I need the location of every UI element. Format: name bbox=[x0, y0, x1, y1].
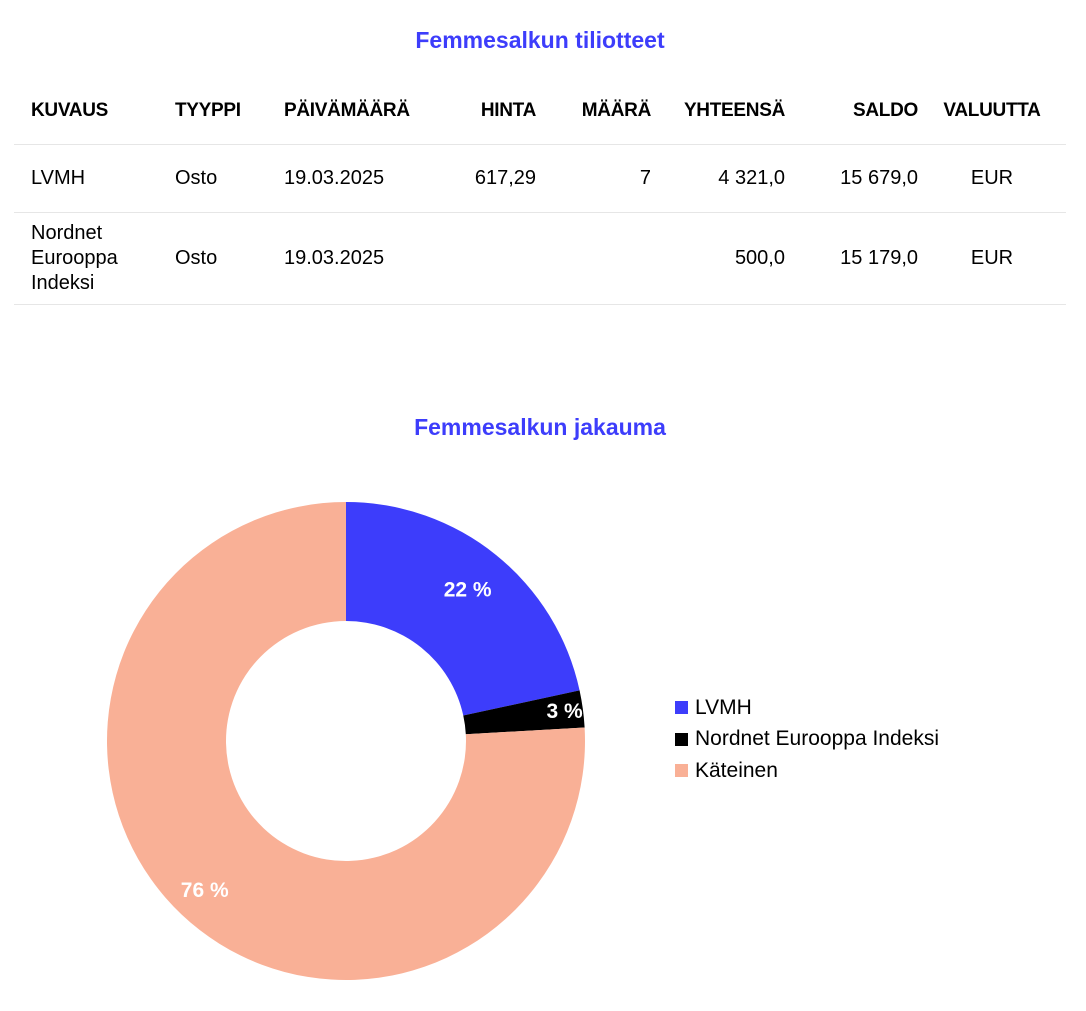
donut-slice-nordnet-eurooppa-indeksi bbox=[463, 690, 585, 735]
legend-item: Käteinen bbox=[675, 755, 939, 787]
cell-valuutta: EUR bbox=[918, 144, 1066, 213]
column-header-paivamaara: PÄIVÄMÄÄRÄ bbox=[284, 78, 429, 145]
cell-hinta: 617,29 bbox=[429, 144, 536, 213]
slice-label-k-teinen: 76 % bbox=[181, 879, 229, 902]
cell-yhteensa: 4 321,0 bbox=[651, 144, 785, 213]
legend-label: Nordnet Eurooppa Indeksi bbox=[695, 727, 939, 751]
cell-paivamaara: 19.03.2025 bbox=[284, 144, 429, 213]
cell-kuvaus-text: Nordnet Eurooppa Indeksi bbox=[31, 222, 118, 294]
legend-swatch bbox=[675, 701, 688, 715]
cell-kuvaus: LVMH bbox=[14, 144, 175, 213]
legend-label: LVMH bbox=[695, 695, 752, 719]
table-row: LVMH Osto 19.03.2025 617,29 7 4 321,0 15… bbox=[14, 144, 1066, 213]
legend-item: Nordnet Eurooppa Indeksi bbox=[675, 724, 939, 756]
donut-chart: 22 % 3 % 76 % bbox=[106, 502, 586, 980]
legend-swatch bbox=[675, 764, 688, 778]
cell-hinta bbox=[429, 212, 536, 305]
donut-slice-k-teinen bbox=[106, 502, 586, 980]
statements-title: Femmesalkun tiliotteet bbox=[415, 27, 665, 53]
slice-label-lvmh: 22 % bbox=[444, 579, 492, 602]
legend-label: Käteinen bbox=[695, 758, 778, 782]
column-header-yhteensa: YHTEENSÄ bbox=[651, 78, 785, 145]
legend-item: LVMH bbox=[675, 692, 939, 724]
cell-tyyppi: Osto bbox=[175, 212, 284, 305]
chart-legend: LVMH Nordnet Eurooppa Indeksi Käteinen bbox=[675, 692, 939, 787]
cell-saldo: 15 179,0 bbox=[785, 212, 918, 305]
column-header-saldo: SALDO bbox=[785, 78, 918, 145]
table-row: Nordnet Eurooppa Indeksi Osto 19.03.2025… bbox=[14, 212, 1066, 305]
column-header-tyyppi: TYYPPI bbox=[175, 78, 284, 145]
legend-swatch bbox=[675, 732, 688, 746]
cell-valuutta: EUR bbox=[918, 212, 1066, 305]
cell-paivamaara: 19.03.2025 bbox=[284, 212, 429, 305]
column-header-valuutta: VALUUTTA bbox=[918, 78, 1066, 145]
cell-kuvaus: Nordnet Eurooppa Indeksi bbox=[14, 212, 175, 305]
table-header-row: KUVAUS TYYPPI PÄIVÄMÄÄRÄ HINTA MÄÄRÄ YHT… bbox=[14, 78, 1066, 145]
slice-label-nordnet-eurooppa-indeksi: 3 % bbox=[546, 700, 583, 723]
statements-table: KUVAUS TYYPPI PÄIVÄMÄÄRÄ HINTA MÄÄRÄ YHT… bbox=[14, 78, 1066, 305]
column-header-kuvaus: KUVAUS bbox=[14, 78, 175, 145]
donut-slice-lvmh bbox=[346, 502, 580, 716]
cell-saldo: 15 679,0 bbox=[785, 144, 918, 213]
column-header-maara: MÄÄRÄ bbox=[536, 78, 651, 145]
column-header-hinta: HINTA bbox=[429, 78, 536, 145]
cell-yhteensa: 500,0 bbox=[651, 212, 785, 305]
cell-tyyppi: Osto bbox=[175, 144, 284, 213]
cell-maara bbox=[536, 212, 651, 305]
chart-title: Femmesalkun jakauma bbox=[414, 414, 666, 440]
cell-maara: 7 bbox=[536, 144, 651, 213]
